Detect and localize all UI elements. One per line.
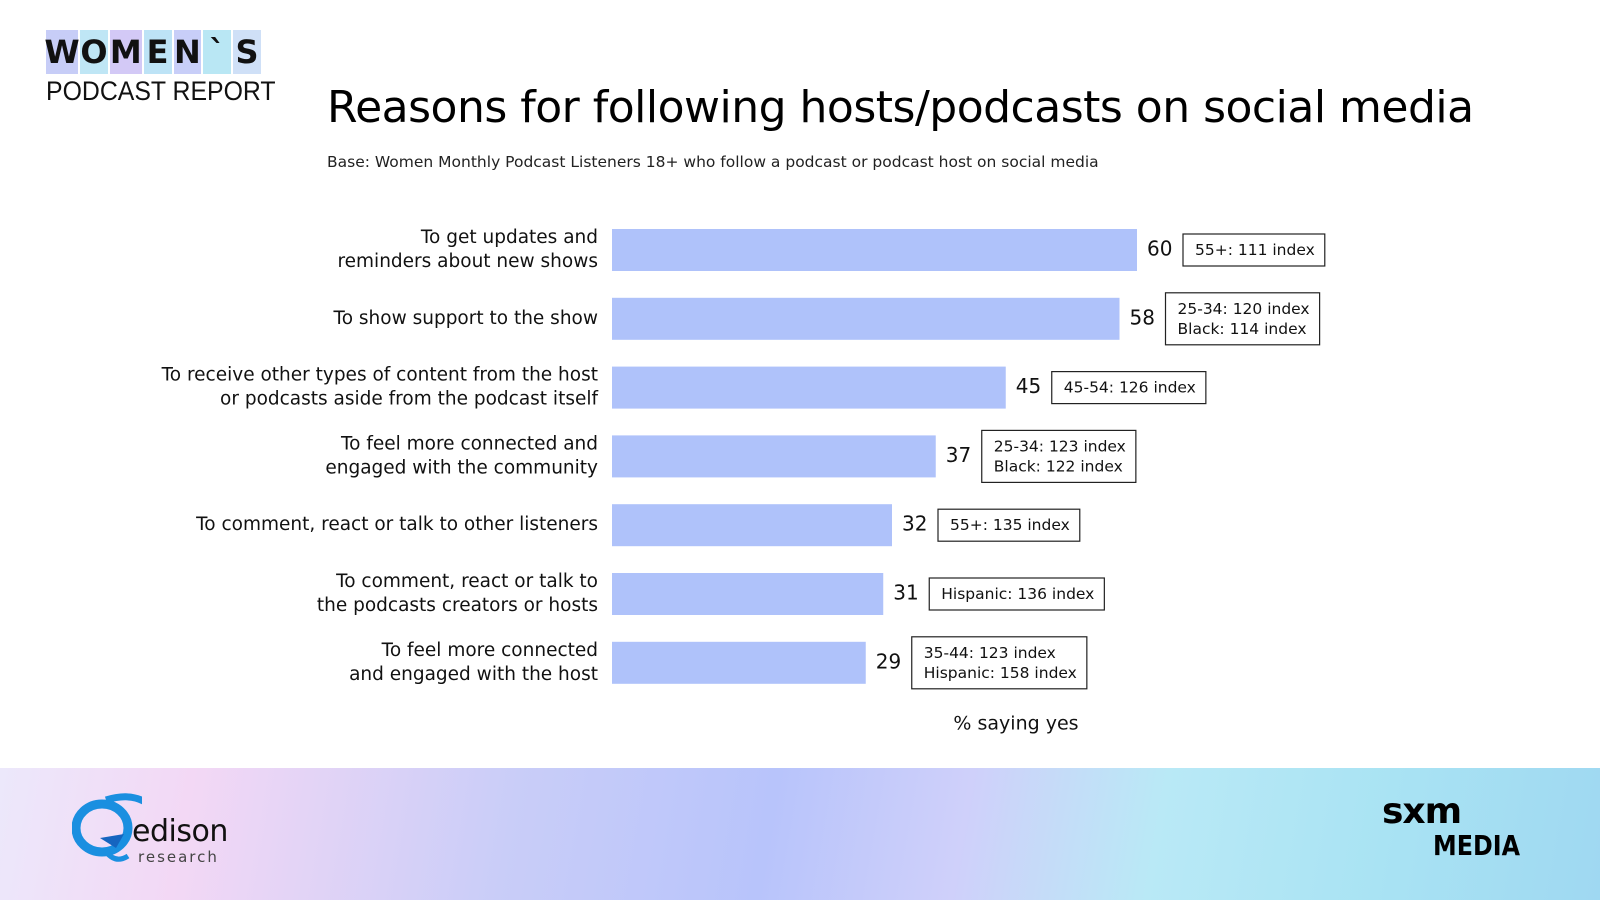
logo-letter: S (233, 30, 261, 74)
category-label: To show support to the show (333, 308, 598, 329)
index-annotation-text: Hispanic: 136 index (941, 585, 1094, 603)
logo-letter: W (44, 30, 80, 74)
index-annotation: 25-34: 123 index Black: 122 index (981, 429, 1137, 483)
index-annotation-line: Hispanic: 136 index (941, 585, 1094, 603)
logo-letter: M (109, 30, 142, 74)
logo-subtitle: PODCAST REPORT (46, 76, 276, 106)
sxm-wordmark: sxm (1382, 791, 1462, 832)
index-annotation-box (928, 577, 1105, 611)
index-annotation-line: 35-44: 123 index (924, 643, 1056, 661)
index-annotation-box (1164, 292, 1321, 346)
edison-wordmark: edison (132, 814, 228, 849)
index-annotation-line: Hispanic: 158 index (924, 663, 1077, 681)
bar (612, 435, 936, 478)
category-label-line: engaged with the community (325, 457, 598, 478)
page-title: Reasons for following hosts/podcasts on … (327, 82, 1474, 133)
bar (612, 573, 884, 615)
index-annotation-line: 25-34: 120 index (1178, 299, 1310, 317)
category-label-line: To get updates and (420, 227, 598, 248)
index-annotation-line: 55+: 111 index (1195, 241, 1315, 259)
category-label: To feel more connected and engaged with t… (349, 640, 598, 685)
category-label: To feel more connected and engaged with t… (325, 433, 598, 478)
index-annotation: 55+: 135 index (937, 508, 1081, 542)
category-label-line: reminders about new shows (337, 251, 598, 272)
value-label: 31 (893, 581, 918, 605)
value-label: 37 (946, 443, 971, 467)
category-label: To comment, react or talk to the podcasts… (317, 571, 598, 616)
category-label-line: or podcasts aside from the podcast itsel… (220, 389, 598, 410)
value-label: 32 (902, 512, 927, 536)
bar (612, 366, 1006, 409)
category-label-line: To receive other types of content from t… (161, 365, 598, 386)
index-annotation-text: 55+: 135 index (950, 516, 1070, 534)
index-annotation-text: 35-44: 123 index Hispanic: 158 index (924, 643, 1077, 681)
index-annotation-text: 45-54: 126 index (1064, 378, 1196, 396)
index-annotation-text: 25-34: 123 index Black: 122 index (994, 437, 1126, 475)
category-label: To comment, react or talk to other liste… (195, 514, 598, 535)
logo-letter: O (80, 30, 108, 74)
index-annotation-box (1051, 371, 1207, 405)
footer-band: edison research sxm MEDIA (0, 768, 1600, 900)
logo-letters: W O M E N ` S (44, 30, 261, 74)
base-note: Base: Women Monthly Podcast Listeners 18… (327, 153, 1099, 171)
index-annotation-box (1182, 233, 1326, 267)
index-annotation: 45-54: 126 index (1051, 371, 1207, 405)
category-label: To receive other types of content from t… (161, 365, 599, 410)
edison-swirl-icon (72, 793, 142, 862)
value-label: 60 (1147, 237, 1172, 261)
category-label-line: To comment, react or talk to other liste… (195, 514, 598, 535)
index-annotation-box (911, 636, 1088, 690)
category-label-line: and engaged with the host (349, 664, 598, 685)
category-label-line: To feel more connected (381, 640, 598, 661)
logo-letter: E (143, 30, 172, 74)
edison-research-logo: edison research (72, 790, 252, 870)
bar (612, 229, 1137, 271)
index-annotation-text: 55+: 111 index (1195, 241, 1315, 259)
value-label: 58 (1130, 305, 1155, 329)
bar (612, 297, 1120, 340)
category-label-line: To feel more connected and (340, 433, 598, 454)
logo-letter: N (173, 30, 202, 74)
index-annotation: 55+: 111 index (1182, 233, 1326, 267)
index-annotation-text: 25-34: 120 index Black: 114 index (1178, 299, 1310, 337)
category-label-line: To show support to the show (333, 308, 598, 329)
index-annotation: Hispanic: 136 index (928, 577, 1105, 611)
sxm-media-logo: sxm MEDIA (1380, 794, 1520, 860)
index-annotation-box (937, 508, 1081, 542)
index-annotation: 35-44: 123 index Hispanic: 158 index (911, 636, 1088, 690)
x-axis-label: % saying yes (953, 713, 1078, 735)
bar-chart: To get updates and reminders about new sh… (161, 227, 1326, 735)
category-label-line: To comment, react or talk to (335, 571, 598, 592)
index-annotation-line: 45-54: 126 index (1064, 378, 1196, 396)
value-label: 45 (1016, 374, 1041, 398)
research-wordmark: research (138, 848, 219, 866)
logo-letter: ` (203, 30, 232, 74)
bar (612, 504, 892, 547)
index-annotation-line: 25-34: 123 index (994, 437, 1126, 455)
category-label-line: the podcasts creators or hosts (317, 595, 598, 616)
media-wordmark: MEDIA (1433, 829, 1520, 862)
index-annotation: 25-34: 120 index Black: 114 index (1164, 292, 1321, 346)
index-annotation-line: 55+: 135 index (950, 516, 1070, 534)
index-annotation-box (981, 429, 1137, 483)
category-label: To get updates and reminders about new sh… (337, 227, 598, 272)
value-label: 29 (876, 649, 901, 673)
index-annotation-line: Black: 122 index (994, 457, 1123, 475)
bar (612, 641, 866, 684)
womens-podcast-report-logo: W O M E N ` S PODCAST REPORT (44, 30, 276, 107)
index-annotation-line: Black: 114 index (1178, 319, 1307, 337)
